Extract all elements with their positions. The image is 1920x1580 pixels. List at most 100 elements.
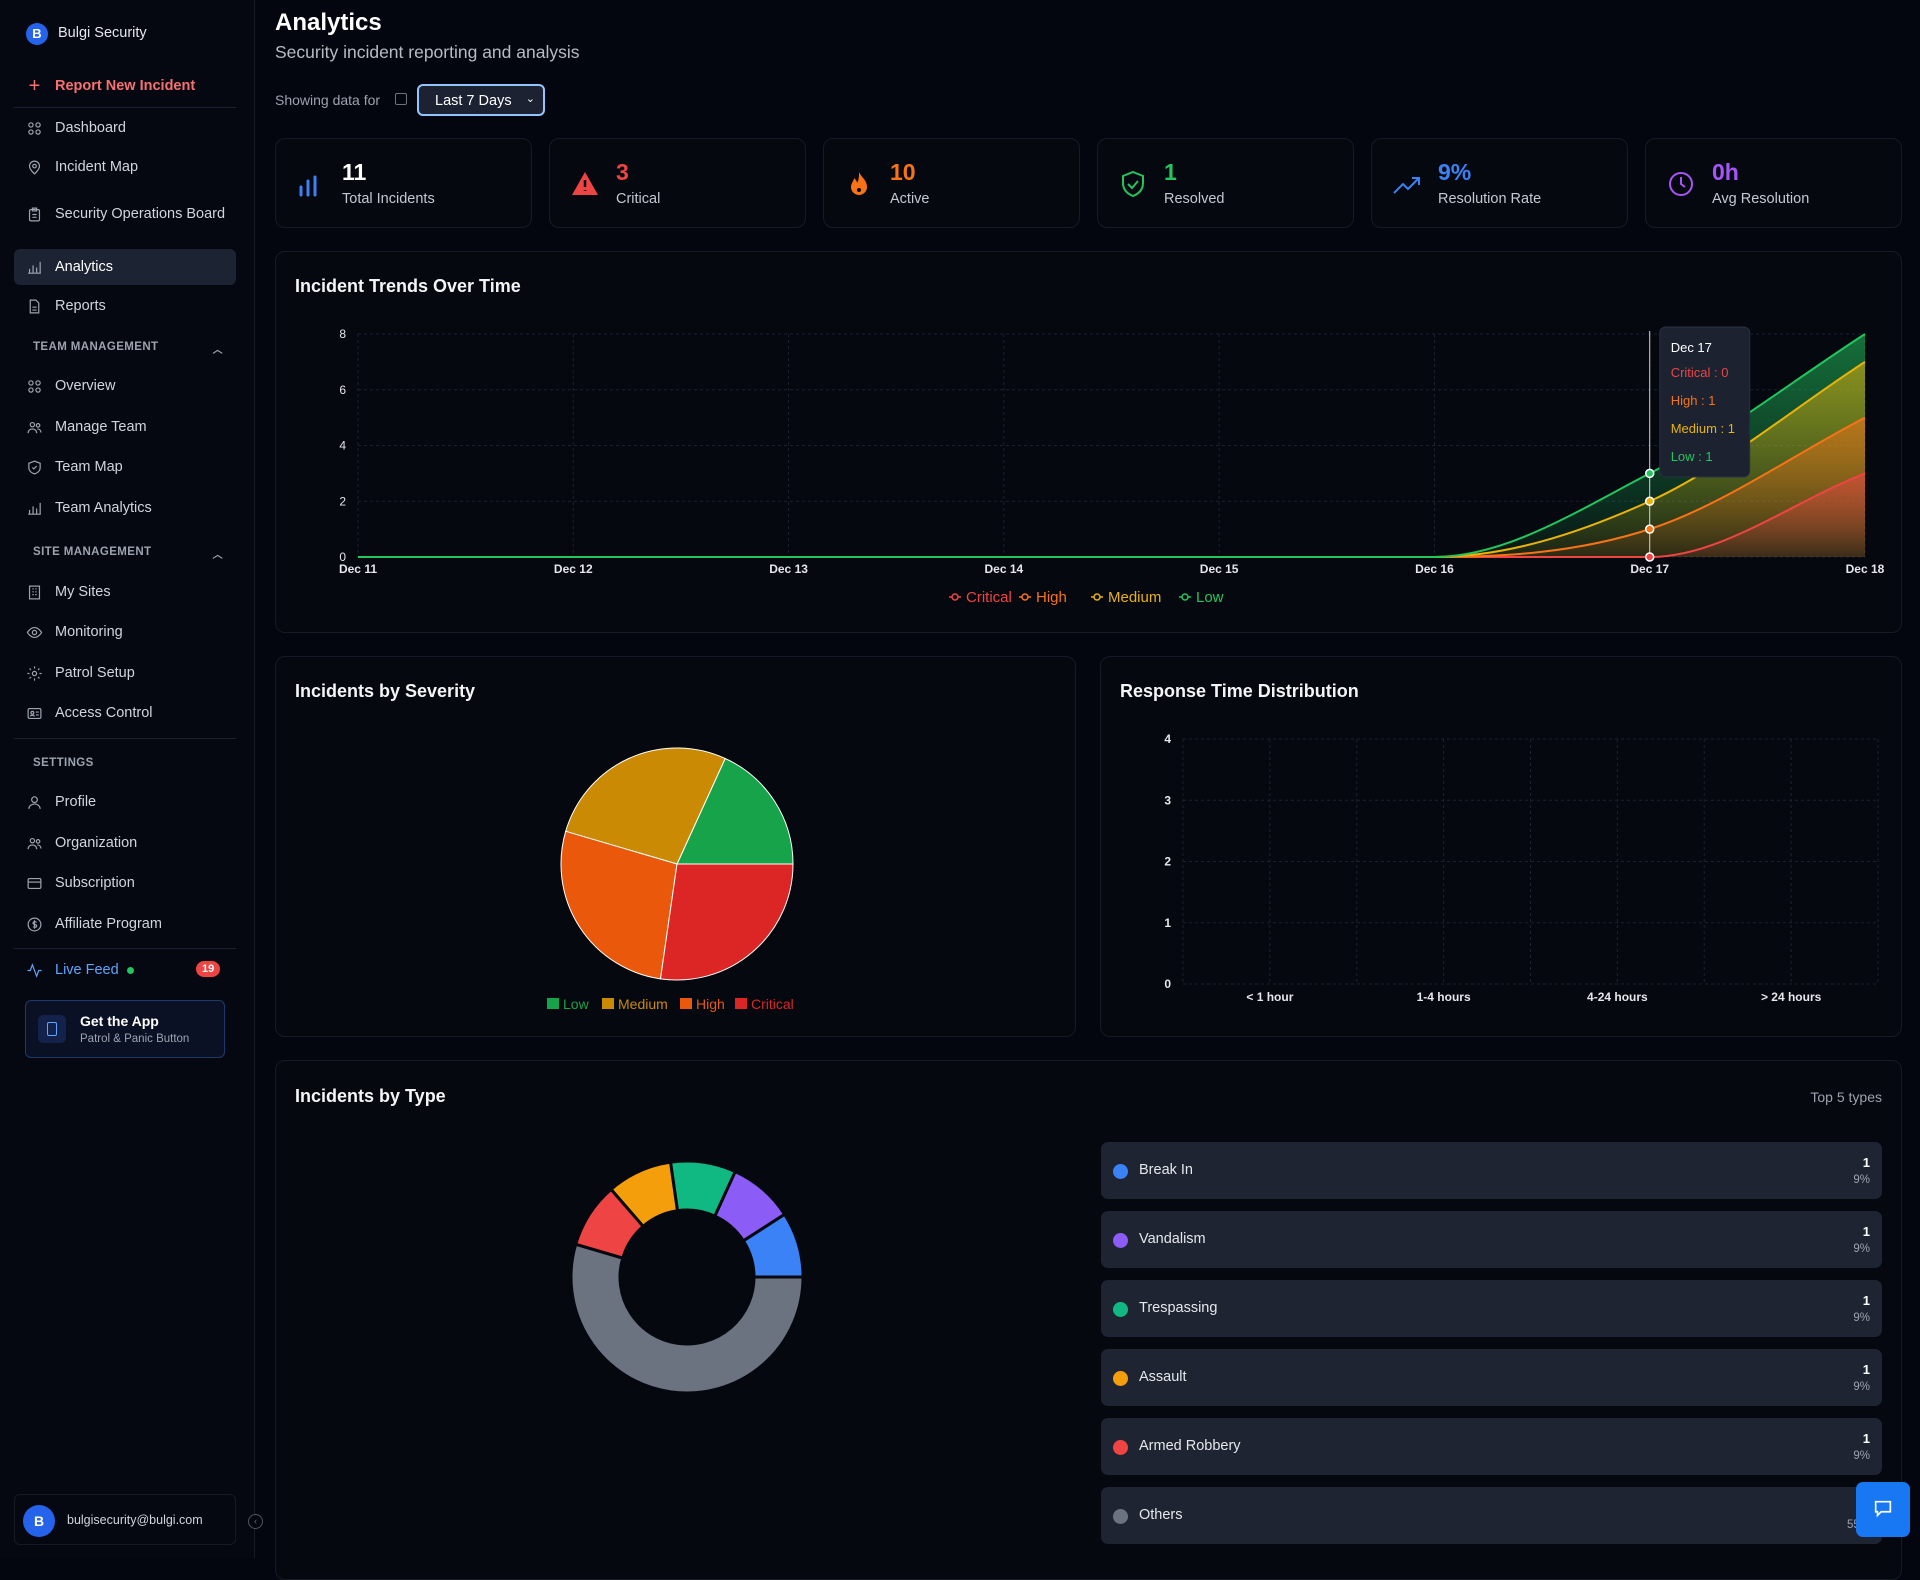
sidebar-item-reports[interactable]: Reports [14, 288, 236, 324]
type-donut-chart[interactable] [276, 1061, 1076, 1561]
section-site-section[interactable]: SITE MANAGEMENT ︿ [33, 546, 223, 561]
x-tick-label: Dec 13 [769, 562, 808, 576]
type-count: 1 [1862, 1362, 1870, 1377]
legend-marker-icon [951, 593, 959, 601]
sidebar: B Bulgi Security + Report New Incident D… [0, 0, 255, 1558]
file-icon [29, 299, 40, 313]
sidebar-item-overview[interactable]: Overview [14, 368, 236, 404]
legend-item-medium[interactable]: Medium [1091, 589, 1161, 606]
sidebar-item-label: Reports [55, 297, 106, 314]
phone-icon [38, 1015, 66, 1043]
get-app-title: Get the App [80, 1013, 159, 1029]
live-feed-link[interactable]: Live Feed [14, 952, 236, 988]
y-tick-label: 0 [339, 550, 346, 564]
tooltip [1659, 326, 1751, 478]
pie-slice-critical[interactable] [659, 863, 794, 981]
chat-icon [1874, 1500, 1892, 1518]
legend-label: High [1036, 589, 1067, 606]
section-label: SITE MANAGEMENT [33, 546, 152, 558]
user-menu[interactable]: B bulgisecurity@bulgi.com [14, 1494, 236, 1545]
stat-card-total-incidents: 11 Total Incidents [275, 138, 532, 228]
area-high [358, 417, 1865, 557]
sidebar-item-incident-map[interactable]: Incident Map [14, 149, 236, 185]
eye-icon [26, 626, 43, 638]
bar-chart-icon [28, 261, 41, 274]
sidebar-item-profile[interactable]: Profile [14, 784, 236, 820]
building-icon [28, 585, 41, 599]
legend-item-high[interactable]: High [1019, 589, 1067, 606]
type-percent: 9% [1853, 1381, 1870, 1393]
sidebar-item-access-control[interactable]: Access Control [14, 695, 236, 731]
sidebar-item-label: Analytics [55, 258, 114, 275]
divider [14, 948, 236, 949]
section-team-section[interactable]: TEAM MANAGEMENT ︿ [33, 341, 223, 356]
type-row-break-in[interactable]: Break In 1 9% [1101, 1142, 1882, 1199]
collapse-sidebar-button[interactable]: ‹ [248, 1514, 263, 1529]
type-row-trespassing[interactable]: Trespassing 1 9% [1101, 1280, 1882, 1337]
type-row-armed-robbery[interactable]: Armed Robbery 1 9% [1101, 1418, 1882, 1475]
legend-item-low[interactable]: Low [1179, 589, 1224, 606]
sidebar-item-team-analytics[interactable]: Team Analytics [14, 490, 236, 526]
type-row-others[interactable]: Others 6 55% [1101, 1487, 1882, 1544]
response-title: Response Time Distribution [1120, 681, 1359, 701]
type-name: Trespassing [1139, 1300, 1218, 1316]
severity-pie-chart[interactable]: Low Medium High Critical [276, 657, 1077, 1038]
response-time-chart[interactable]: 0 1 2 3 4 < 1 hour 1-4 hours 4-24 hours > 24 hou… [1101, 657, 1903, 1038]
sidebar-item-patrol-setup[interactable]: Patrol Setup [14, 655, 236, 691]
sidebar-item-analytics[interactable]: Analytics [14, 249, 236, 285]
donut-slice-others[interactable] [569, 1242, 805, 1395]
chevron-down-icon: ⌄ [525, 93, 535, 105]
point-medium [1644, 496, 1655, 506]
type-row-vandalism[interactable]: Vandalism 1 9% [1101, 1211, 1882, 1268]
stat-card-resolved: 1 Resolved [1097, 138, 1354, 228]
trends-chart[interactable]: 0 2 4 6 8 Dec 11 Dec 12 Dec 13 Dec 14 Dec 15 Dec 1… [276, 252, 1903, 634]
x-tick-label: Dec 14 [985, 562, 1024, 576]
top-types-note: Top 5 types [1810, 1089, 1882, 1105]
type-row-assault[interactable]: Assault 1 9% [1101, 1349, 1882, 1406]
x-tick-label: > 24 hours [1761, 990, 1822, 1004]
sidebar-item-subscription[interactable]: Subscription [14, 865, 236, 901]
point-high [1644, 524, 1655, 534]
x-tick-label: 1-4 hours [1417, 990, 1471, 1004]
sidebar-item-manage-team[interactable]: Manage Team [14, 409, 236, 445]
type-percent: 9% [1853, 1174, 1870, 1186]
sidebar-item-security-operations-board[interactable]: Security Operations Board [14, 190, 236, 238]
y-tick-label: 4 [1164, 732, 1171, 746]
trending-up-icon [1393, 177, 1420, 194]
pie-slice-medium[interactable] [565, 747, 726, 865]
type-color-dot [1113, 1233, 1128, 1248]
sidebar-item-organization[interactable]: Organization [14, 825, 236, 861]
stat-label: Total Incidents [342, 191, 435, 207]
chevron-up-icon: ︿ [212, 345, 223, 356]
legend-swatch-icon [547, 998, 559, 1009]
sidebar-item-dashboard[interactable]: Dashboard [14, 110, 236, 146]
clock-icon [1669, 172, 1693, 196]
legend-item-critical[interactable]: Critical [949, 589, 1012, 606]
sidebar-item-affiliate-program[interactable]: Affiliate Program [14, 906, 236, 942]
sidebar-item-my-sites[interactable]: My Sites [14, 574, 236, 610]
shield-icon [28, 459, 41, 474]
report-new-incident-button[interactable]: + Report New Incident [14, 68, 236, 104]
x-tick-label: < 1 hour [1246, 990, 1293, 1004]
severity-card: Incidents by Severity Low Medium High Criti… [275, 656, 1076, 1037]
sidebar-item-team-map[interactable]: Team Map [14, 449, 236, 485]
line-low [358, 333, 1866, 559]
get-app-card[interactable]: Get the App Patrol & Panic Button [25, 1000, 225, 1058]
sidebar-item-monitoring[interactable]: Monitoring [14, 614, 236, 650]
date-range-select[interactable]: Last 7 Days ⌄ [417, 84, 545, 116]
sidebar-item-label: Affiliate Program [55, 915, 162, 932]
live-feed-label: Live Feed [55, 962, 119, 978]
x-tick-label: Dec 11 [339, 562, 377, 576]
type-count: 1 [1862, 1431, 1870, 1446]
pie-slice-low[interactable] [676, 757, 794, 865]
dollar-icon [27, 917, 42, 931]
type-color-dot [1113, 1302, 1128, 1317]
stat-value: 10 [890, 159, 916, 185]
pie-slice-high[interactable] [560, 830, 678, 980]
chat-button[interactable] [1856, 1482, 1910, 1537]
avatar: B [23, 1505, 55, 1537]
type-count: 1 [1862, 1155, 1870, 1170]
legend-label: Critical [966, 589, 1012, 606]
incident-trends-card: Incident Trends Over Time 0 2 4 6 8 Dec 11 Dec… [275, 251, 1902, 633]
divider [14, 107, 236, 108]
